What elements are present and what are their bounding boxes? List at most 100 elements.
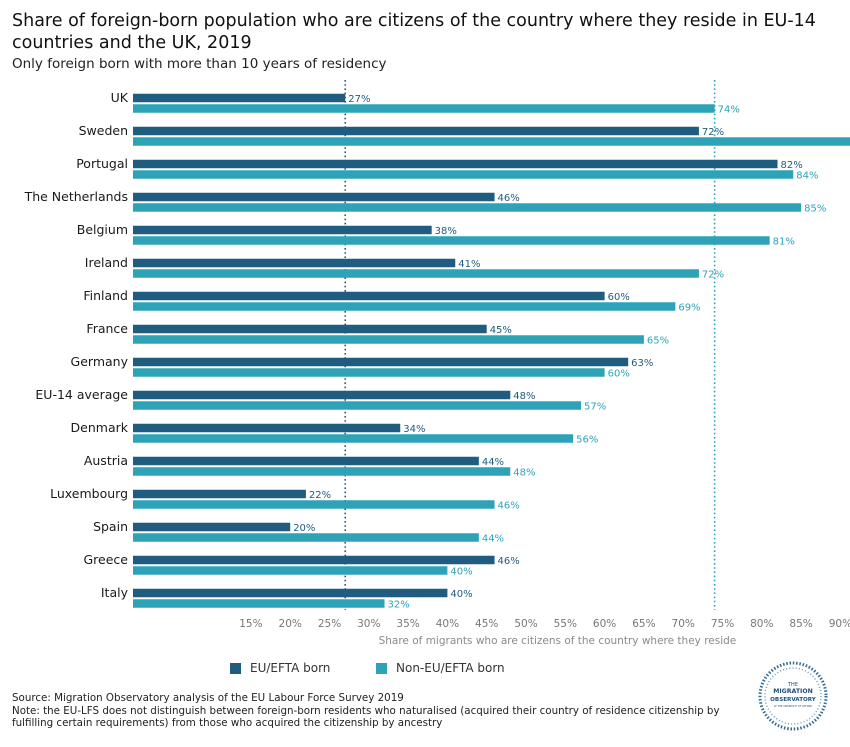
data-label-eu-efta: 38% bbox=[435, 226, 457, 237]
legend-swatch-non-eu bbox=[376, 662, 387, 674]
bar-eu-efta bbox=[133, 291, 605, 301]
bar-eu-efta bbox=[133, 423, 401, 433]
category-label: Finland bbox=[83, 288, 128, 303]
data-label-non-eu-efta: 72% bbox=[702, 269, 724, 280]
category-label: Denmark bbox=[71, 420, 129, 435]
data-label-non-eu-efta: 44% bbox=[482, 533, 504, 544]
bar-non-eu-efta bbox=[133, 236, 770, 245]
bar-non-eu-efta bbox=[133, 269, 699, 278]
data-label-non-eu-efta: 40% bbox=[450, 566, 472, 577]
data-label-eu-efta: 34% bbox=[403, 424, 425, 435]
legend-label-non-eu: Non-EU/EFTA born bbox=[396, 661, 505, 675]
svg-text:THE: THE bbox=[787, 682, 798, 688]
bar-eu-efta bbox=[133, 258, 456, 268]
category-label: Luxembourg bbox=[50, 486, 128, 501]
legend-item-eu: EU/EFTA born bbox=[230, 661, 330, 675]
category-label: Belgium bbox=[77, 222, 128, 237]
bar-non-eu-efta bbox=[133, 137, 850, 146]
category-label: EU-14 average bbox=[35, 387, 128, 402]
bar-non-eu-efta bbox=[133, 434, 574, 443]
bar-eu-efta bbox=[133, 357, 629, 367]
data-label-eu-efta: 63% bbox=[631, 358, 653, 369]
data-label-non-eu-efta: 65% bbox=[647, 335, 669, 346]
methodology-note: Note: the EU-LFS does not distinguish be… bbox=[12, 704, 720, 730]
bar-non-eu-efta bbox=[133, 104, 715, 113]
data-label-non-eu-efta: 57% bbox=[584, 401, 606, 412]
data-label-eu-efta: 82% bbox=[781, 160, 803, 171]
x-axis-title: Share of migrants who are citizens of th… bbox=[379, 635, 737, 647]
x-tick-label: 65% bbox=[632, 618, 655, 630]
data-label-non-eu-efta: 69% bbox=[678, 302, 700, 313]
legend-swatch-eu bbox=[230, 662, 241, 674]
x-tick-label: 20% bbox=[279, 618, 302, 630]
bar-eu-efta bbox=[133, 324, 487, 334]
data-label-eu-efta: 72% bbox=[702, 127, 724, 138]
x-tick-label: 55% bbox=[554, 618, 577, 630]
data-label-eu-efta: 40% bbox=[450, 589, 472, 600]
data-label-eu-efta: 22% bbox=[309, 490, 331, 501]
svg-text:AT THE UNIVERSITY OF OXFORD: AT THE UNIVERSITY OF OXFORD bbox=[774, 705, 812, 708]
category-label: Spain bbox=[93, 519, 128, 534]
x-tick-label: 35% bbox=[396, 618, 419, 630]
bar-non-eu-efta bbox=[133, 368, 605, 377]
data-label-eu-efta: 20% bbox=[293, 523, 315, 534]
chart-subtitle: Only foreign born with more than 10 year… bbox=[12, 56, 387, 72]
x-tick-label: 30% bbox=[357, 618, 380, 630]
bar-eu-efta bbox=[133, 390, 511, 400]
data-label-eu-efta: 41% bbox=[458, 259, 480, 270]
bar-chart: 27%74%72%95%82%84%46%85%38%81%41%72%60%6… bbox=[24, 80, 850, 647]
category-label: The Netherlands bbox=[24, 189, 128, 204]
data-label-eu-efta: 48% bbox=[513, 391, 535, 402]
bar-eu-efta bbox=[133, 159, 778, 169]
category-label: Ireland bbox=[85, 255, 128, 270]
category-label: Greece bbox=[84, 552, 129, 567]
svg-text:MIGRATION: MIGRATION bbox=[773, 688, 813, 695]
data-label-non-eu-efta: 56% bbox=[576, 434, 598, 445]
bar-non-eu-efta bbox=[133, 302, 676, 311]
category-label: Sweden bbox=[79, 123, 128, 138]
bar-eu-efta bbox=[133, 489, 306, 499]
bar-non-eu-efta bbox=[133, 335, 644, 344]
bar-eu-efta bbox=[133, 588, 448, 598]
x-tick-label: 45% bbox=[475, 618, 498, 630]
x-tick-label: 85% bbox=[789, 618, 812, 630]
bar-eu-efta bbox=[133, 225, 432, 235]
category-label: UK bbox=[111, 90, 129, 105]
x-tick-label: 70% bbox=[672, 618, 695, 630]
bar-non-eu-efta bbox=[133, 467, 511, 476]
x-tick-label: 50% bbox=[514, 618, 537, 630]
bar-eu-efta bbox=[133, 456, 479, 466]
x-tick-label: 25% bbox=[318, 618, 341, 630]
x-tick-label: 60% bbox=[593, 618, 616, 630]
data-label-eu-efta: 46% bbox=[498, 556, 520, 567]
category-label: Portugal bbox=[76, 156, 128, 171]
bar-non-eu-efta bbox=[133, 203, 802, 212]
data-label-non-eu-efta: 48% bbox=[513, 467, 535, 478]
data-label-non-eu-efta: 74% bbox=[718, 104, 740, 115]
bar-non-eu-efta bbox=[133, 566, 448, 575]
bar-eu-efta bbox=[133, 93, 346, 103]
data-label-eu-efta: 27% bbox=[348, 94, 370, 105]
data-label-non-eu-efta: 85% bbox=[804, 203, 826, 214]
data-label-eu-efta: 44% bbox=[482, 457, 504, 468]
bar-eu-efta bbox=[133, 522, 291, 532]
bar-non-eu-efta bbox=[133, 533, 479, 542]
x-tick-label: 75% bbox=[711, 618, 734, 630]
chart-title: Share of foreign-born population who are… bbox=[12, 11, 816, 53]
data-label-eu-efta: 60% bbox=[608, 292, 630, 303]
category-label: Germany bbox=[71, 354, 129, 369]
data-label-non-eu-efta: 84% bbox=[796, 170, 818, 181]
legend-item-non-eu: Non-EU/EFTA born bbox=[376, 661, 505, 675]
x-tick-label: 90% bbox=[829, 618, 850, 630]
bar-non-eu-efta bbox=[133, 599, 385, 608]
bar-non-eu-efta bbox=[133, 500, 495, 509]
footer: Source: Migration Observatory analysis o… bbox=[12, 692, 732, 730]
x-tick-label: 15% bbox=[239, 618, 262, 630]
source-note: Source: Migration Observatory analysis o… bbox=[12, 692, 404, 704]
data-label-non-eu-efta: 32% bbox=[388, 599, 410, 610]
category-label: Italy bbox=[101, 585, 129, 600]
data-label-non-eu-efta: 81% bbox=[773, 236, 795, 247]
category-label: Austria bbox=[84, 453, 128, 468]
svg-text:OBSERVATORY: OBSERVATORY bbox=[770, 697, 817, 703]
bar-eu-efta bbox=[133, 126, 699, 136]
